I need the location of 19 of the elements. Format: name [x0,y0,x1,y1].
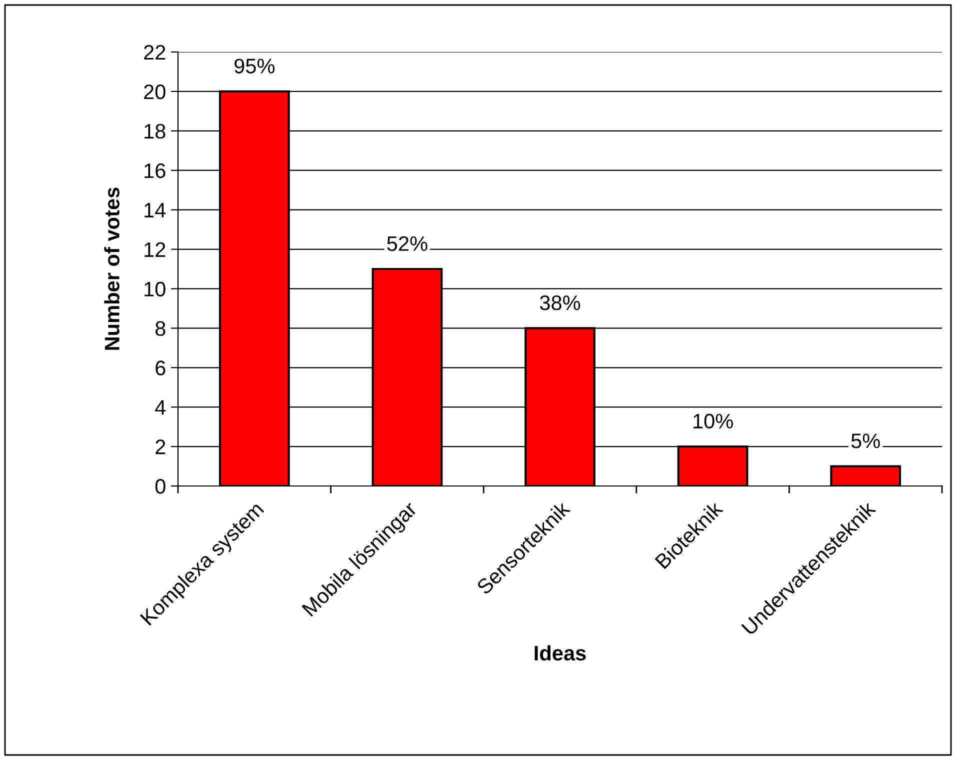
annotation: 5% [851,434,880,448]
annotation: 52% [387,236,428,251]
y-axis-title: Number of votes [104,188,120,350]
annotation: 38% [540,295,580,310]
y-tick-label: 0 [155,479,166,494]
y-tick-label: 12 [144,242,166,257]
y-tick-label: 4 [155,400,166,415]
annotation: 95% [234,58,275,74]
y-tick-label: 14 [144,203,166,218]
annotation: 10% [694,414,733,429]
x-axis-title: Ideas [534,645,586,661]
y-tick-label: 18 [144,124,166,139]
y-tick-label: 22 [144,45,166,60]
y-tick-label: 2 [156,440,166,454]
y-tick-label: 6 [156,360,166,376]
y-tick-label: 20 [144,84,166,100]
y-tick-label: 16 [144,163,166,178]
y-tick-label: 8 [156,321,166,336]
y-tick-label: 10 [144,282,166,296]
